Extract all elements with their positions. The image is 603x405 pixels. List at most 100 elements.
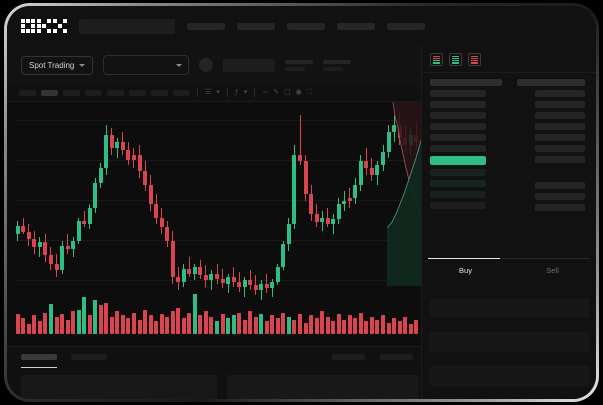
orderbook-bid-row[interactable] bbox=[430, 191, 486, 198]
orderbook-bid-row[interactable] bbox=[430, 169, 486, 176]
candlestick bbox=[192, 106, 197, 306]
camera-icon[interactable]: ▢ bbox=[283, 89, 291, 96]
interval-button-1[interactable] bbox=[19, 89, 36, 96]
candlestick bbox=[209, 106, 214, 306]
candle-body bbox=[87, 207, 92, 225]
candle-body bbox=[331, 219, 336, 225]
orderbook-mode-asks-only-icon[interactable] bbox=[468, 53, 481, 66]
interval-button-3[interactable] bbox=[63, 89, 80, 96]
candlestick bbox=[364, 106, 369, 306]
search-input[interactable] bbox=[79, 18, 175, 34]
candlestick bbox=[26, 106, 31, 306]
pencil-icon[interactable]: ✎ bbox=[273, 89, 279, 96]
candlestick bbox=[82, 106, 87, 306]
candle-body bbox=[375, 164, 380, 175]
price-chart-panel[interactable] bbox=[7, 102, 427, 346]
candlestick bbox=[159, 106, 164, 306]
candlestick bbox=[93, 106, 98, 306]
nav-link-1[interactable] bbox=[187, 22, 225, 30]
okx-logo[interactable] bbox=[21, 19, 67, 33]
orderbook-body[interactable] bbox=[422, 73, 596, 243]
orderbook-ask-row[interactable] bbox=[430, 123, 486, 130]
orderbook-right-row bbox=[535, 123, 585, 130]
orderbook-mode-both-icon[interactable] bbox=[430, 53, 443, 66]
candle-body bbox=[342, 201, 347, 205]
side-tab-active-indicator bbox=[428, 258, 500, 259]
candle-wick bbox=[299, 115, 301, 165]
candle-body bbox=[148, 184, 153, 205]
interval-button-8[interactable] bbox=[173, 89, 190, 96]
order-total-field[interactable] bbox=[430, 366, 589, 386]
orders-action-1[interactable] bbox=[332, 354, 365, 360]
candle-wick bbox=[116, 138, 118, 159]
nav-link-5[interactable] bbox=[387, 22, 425, 30]
interval-button-5[interactable] bbox=[107, 89, 124, 96]
device-screen: Spot Trading bbox=[7, 6, 596, 399]
candlestick bbox=[120, 106, 125, 306]
chevron-down-icon[interactable]: ▾ bbox=[243, 89, 248, 96]
chevron-down-icon[interactable]: ▾ bbox=[216, 89, 220, 96]
candle-body bbox=[181, 268, 186, 282]
candle-wick bbox=[83, 210, 85, 228]
candle-body bbox=[286, 224, 291, 244]
orderbook-bid-row[interactable] bbox=[430, 202, 486, 209]
nav-link-4[interactable] bbox=[337, 22, 375, 30]
tab-buy[interactable]: Buy bbox=[459, 266, 472, 275]
candle-body bbox=[215, 273, 219, 279]
orderbook-ask-row[interactable] bbox=[430, 101, 486, 108]
candle-body bbox=[347, 197, 352, 202]
orders-action-2[interactable] bbox=[380, 354, 413, 360]
fullscreen-icon[interactable]: ⛶ bbox=[306, 89, 312, 96]
candlestick bbox=[259, 106, 264, 306]
nav-link-3[interactable] bbox=[287, 22, 325, 30]
okx-logo-letter-k bbox=[37, 19, 51, 33]
order-amount-field[interactable] bbox=[430, 332, 589, 352]
tab-open-orders[interactable] bbox=[21, 354, 57, 360]
volume-bar bbox=[37, 321, 42, 334]
candle-body bbox=[248, 280, 253, 286]
candlestick bbox=[60, 106, 65, 306]
settings-icon[interactable]: ◉ bbox=[295, 89, 302, 96]
orderbook-current-price-row[interactable] bbox=[430, 156, 486, 165]
orderbook-ask-row[interactable] bbox=[430, 145, 486, 152]
volume-bar bbox=[303, 322, 308, 334]
volume-bar bbox=[76, 309, 81, 334]
volume-bar bbox=[48, 304, 53, 334]
candle-body bbox=[137, 154, 142, 172]
candlestick bbox=[248, 106, 253, 306]
interval-button-2[interactable] bbox=[41, 89, 58, 96]
orderbook-bid-row[interactable] bbox=[430, 180, 486, 187]
volume-bar bbox=[26, 324, 31, 334]
candlestick-icon[interactable]: ☰ bbox=[205, 89, 212, 96]
candle-wick bbox=[39, 237, 41, 258]
orderbook-ask-row[interactable] bbox=[430, 90, 486, 97]
tab-sell[interactable]: Sell bbox=[546, 266, 559, 275]
volume-bar bbox=[408, 324, 413, 334]
volume-bar bbox=[21, 318, 26, 334]
nav-link-2[interactable] bbox=[237, 22, 275, 30]
volume-bar bbox=[143, 309, 148, 334]
candlestick bbox=[148, 106, 153, 306]
candle-body bbox=[353, 184, 358, 198]
candle-body bbox=[76, 220, 81, 241]
orderbook-ask-row[interactable] bbox=[430, 134, 486, 141]
trading-pair-select[interactable] bbox=[103, 55, 190, 75]
candle-wick bbox=[227, 273, 229, 294]
candlestick bbox=[215, 106, 219, 306]
interval-button-4[interactable] bbox=[85, 89, 102, 96]
candle-wick bbox=[244, 276, 246, 297]
volume-bar bbox=[176, 308, 181, 334]
candlestick bbox=[165, 106, 170, 306]
order-price-field[interactable] bbox=[430, 298, 589, 318]
chevron-down-icon bbox=[79, 63, 86, 67]
tab-order-history[interactable] bbox=[71, 354, 107, 360]
interval-button-7[interactable] bbox=[151, 89, 168, 96]
orderbook-ask-row[interactable] bbox=[430, 112, 486, 119]
line-tool-icon[interactable]: ∼ bbox=[262, 89, 269, 96]
interval-button-6[interactable] bbox=[129, 89, 146, 96]
trading-mode-selector[interactable]: Spot Trading bbox=[21, 55, 94, 75]
candlestick bbox=[126, 106, 131, 306]
orderbook-mode-bids-only-icon[interactable] bbox=[449, 53, 462, 66]
volume-bar bbox=[270, 315, 275, 334]
indicator-icon[interactable]: ƒ bbox=[234, 89, 239, 96]
